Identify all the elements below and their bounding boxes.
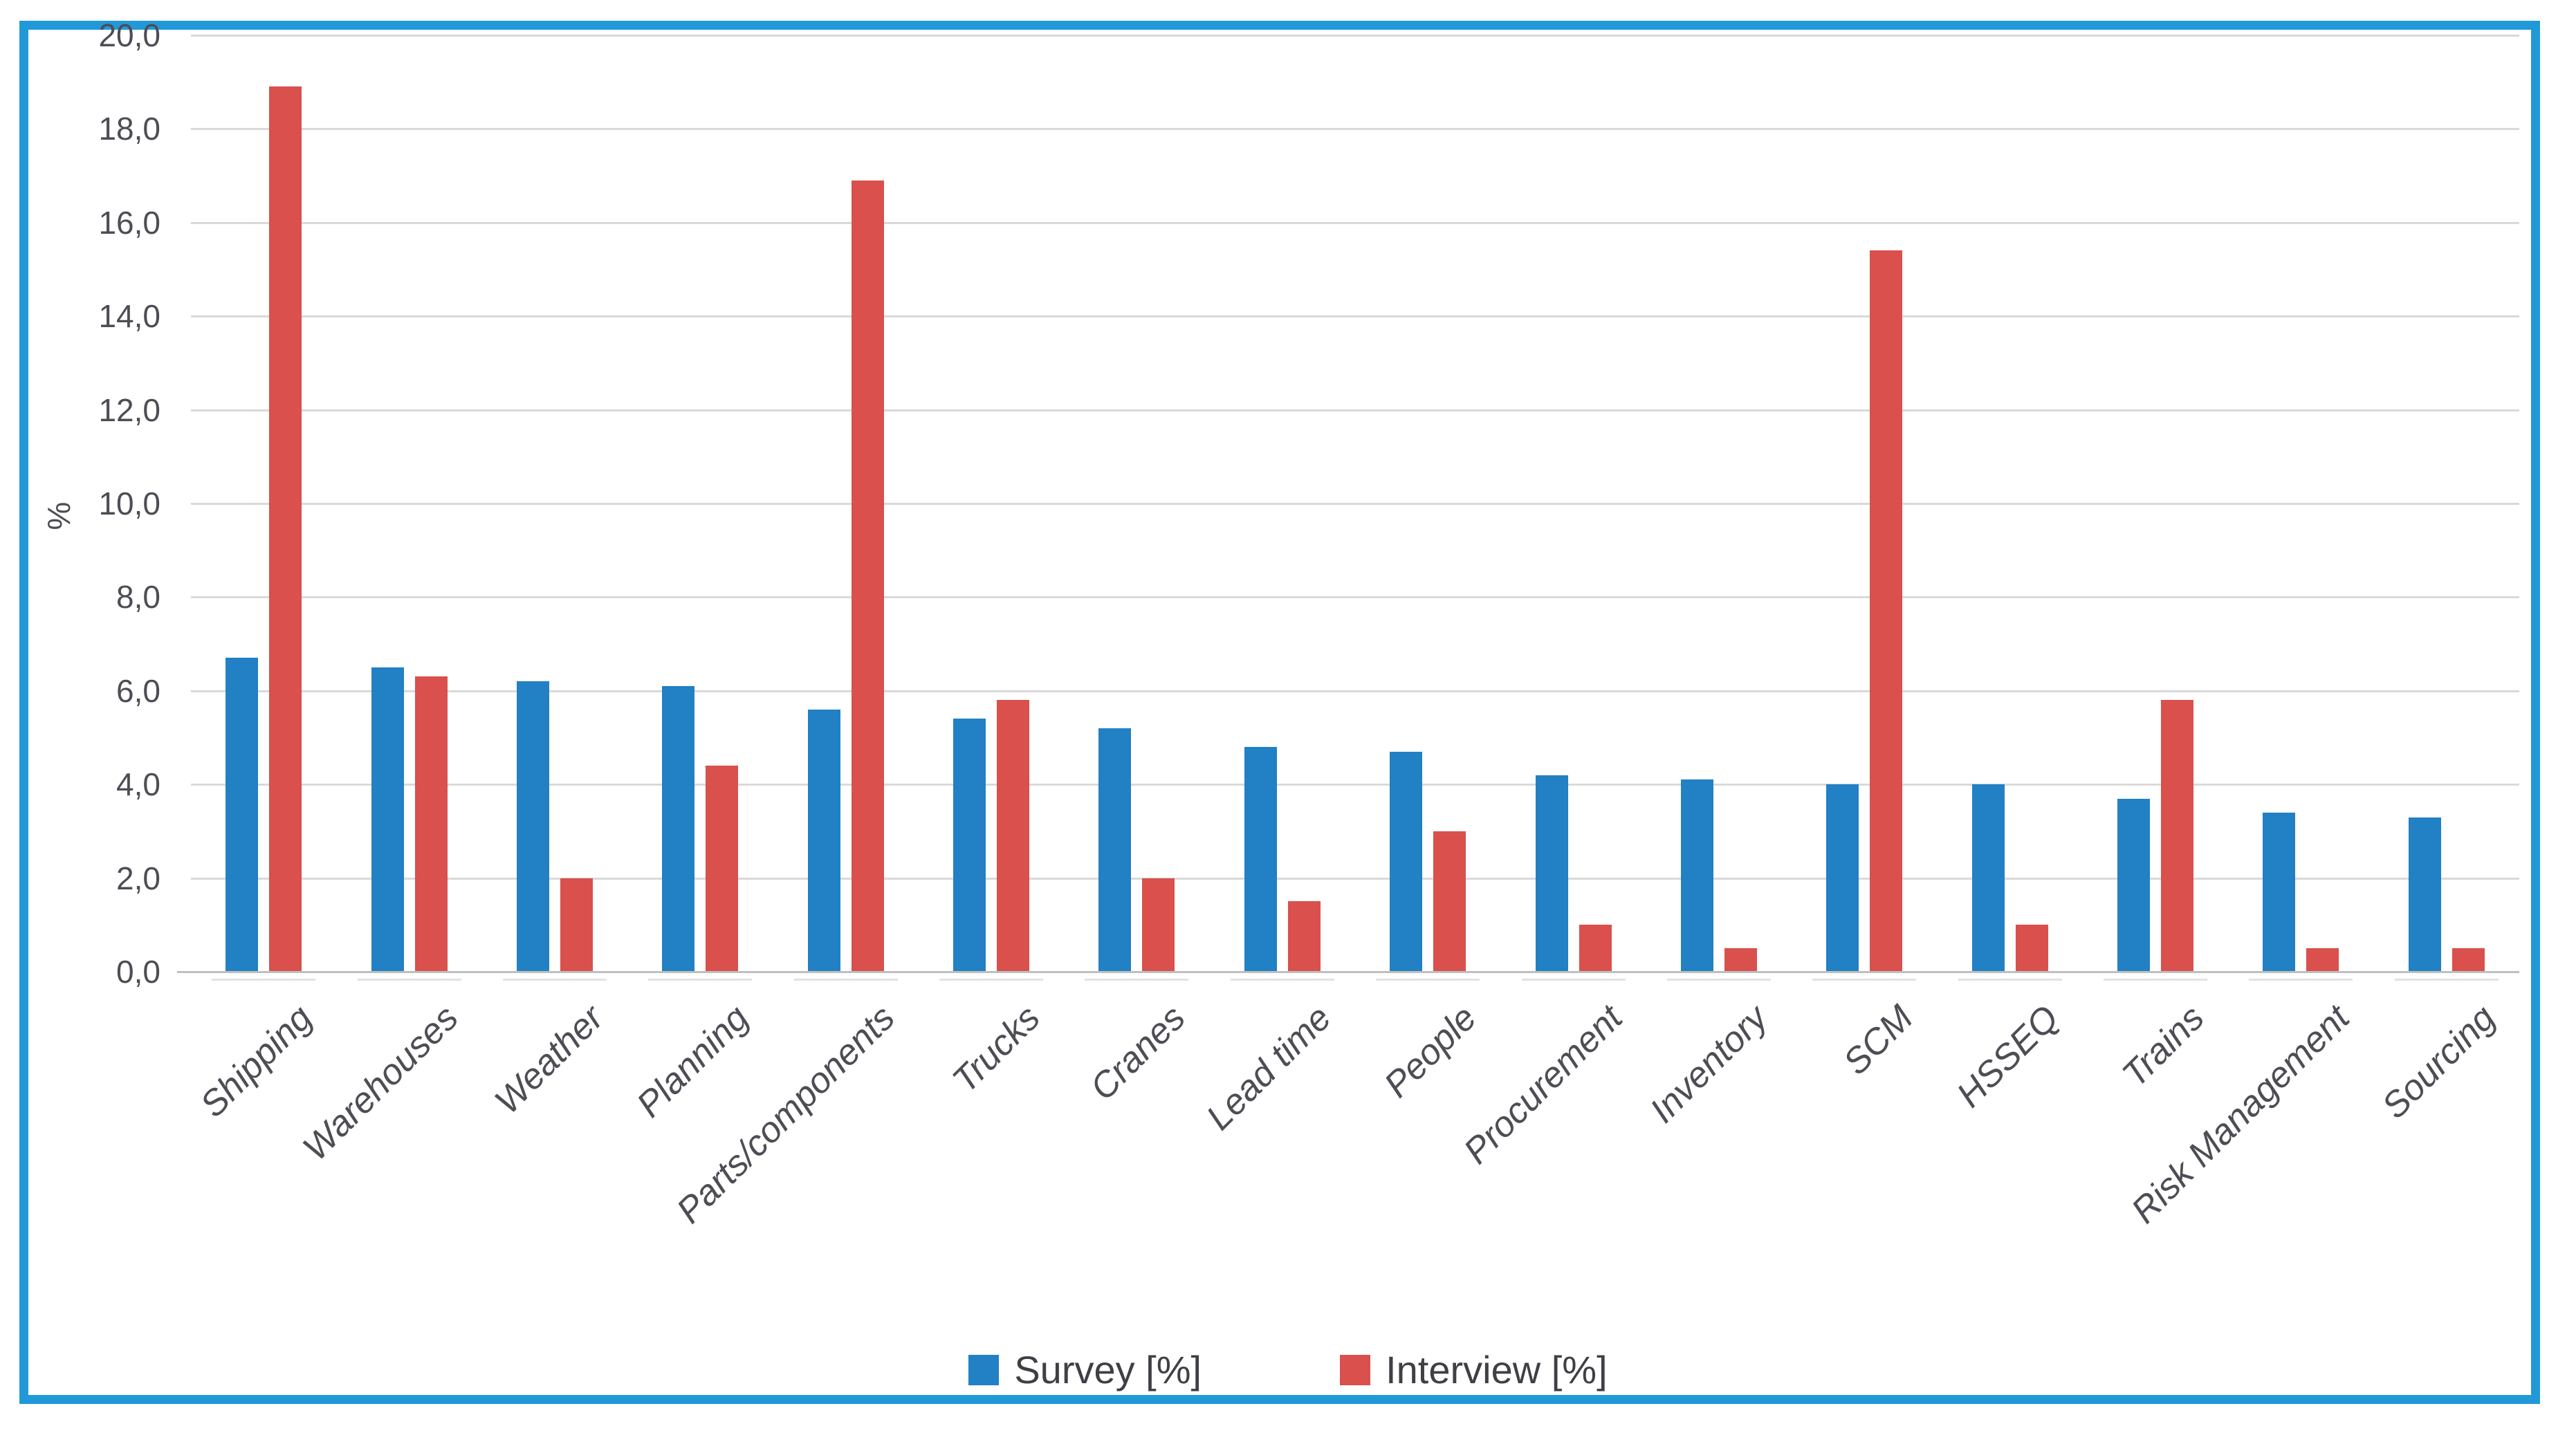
y-tick-label-0,0: 0,0 <box>116 954 160 990</box>
axis-dash-weather <box>502 979 607 981</box>
bar-survey--trucks <box>953 719 986 972</box>
y-tick-label-6,0: 6,0 <box>116 672 160 709</box>
gridline-6,0 <box>191 690 2519 692</box>
axis-dash-trains <box>2104 979 2208 981</box>
bar-survey--planning <box>662 686 695 972</box>
axis-dash-warehouses <box>357 979 461 981</box>
bar-interview--procurement <box>1579 925 1612 972</box>
bar-interview--risk-management <box>2306 948 2339 972</box>
bar-interview--cranes <box>1142 878 1175 972</box>
axis-dash-sourcing <box>2394 979 2499 981</box>
bar-interview--shipping <box>269 86 302 972</box>
bar-survey--cranes <box>1098 728 1132 972</box>
legend: Survey [%] Interview [%] <box>0 1347 2576 1392</box>
bar-survey--sourcing <box>2408 817 2441 972</box>
bar-survey--parts-components <box>807 709 840 972</box>
axis-dash-planning <box>648 979 753 981</box>
axis-dash-trucks <box>939 979 1044 981</box>
gridline-2,0 <box>191 877 2519 880</box>
gridline-16,0 <box>191 221 2519 224</box>
y-tick-label-8,0: 8,0 <box>116 579 160 616</box>
axis-dash-cranes <box>1085 979 1189 981</box>
axis-dash-parts-components <box>793 979 898 981</box>
legend-swatch-icon <box>968 1354 1000 1385</box>
axis-dash-scm <box>1812 979 1917 981</box>
y-tick-label-14,0: 14,0 <box>98 298 160 335</box>
axis-dash-shipping <box>212 979 316 981</box>
bar-interview--planning <box>706 766 739 972</box>
x-axis-line <box>177 971 2519 973</box>
bar-interview--people <box>1433 831 1466 972</box>
bar-survey--procurement <box>1535 775 1568 972</box>
axis-dash-procurement <box>1521 979 1626 981</box>
y-tick-label-4,0: 4,0 <box>116 766 160 803</box>
gridline-18,0 <box>191 128 2519 131</box>
bar-survey--people <box>1390 751 1423 972</box>
axis-dash-people <box>1376 979 1480 981</box>
axis-dash-hsseq <box>1958 979 2062 981</box>
bar-interview--sourcing <box>2451 948 2485 972</box>
bar-survey--scm <box>1826 784 1859 972</box>
bar-survey--lead-time <box>1244 747 1277 972</box>
y-tick-label-20,0: 20,0 <box>98 17 160 53</box>
gridline-8,0 <box>191 596 2519 599</box>
y-tick-label-12,0: 12,0 <box>98 391 160 428</box>
y-tick-label-10,0: 10,0 <box>98 486 160 521</box>
gridline-12,0 <box>191 409 2519 412</box>
axis-dash-inventory <box>1666 979 1771 981</box>
y-tick-label-16,0: 16,0 <box>98 204 160 241</box>
y-tick-label-2,0: 2,0 <box>116 860 160 896</box>
bar-interview--scm <box>1870 250 1903 972</box>
legend-label: Survey [%] <box>1014 1348 1202 1392</box>
bar-survey--hsseq <box>1971 784 2005 972</box>
bar-survey--inventory <box>1680 779 1713 972</box>
legend-item-interview-: Interview [%] <box>1340 1347 1608 1392</box>
bar-interview--lead-time <box>1287 901 1321 972</box>
gridline-10,0 <box>191 503 2519 505</box>
bar-interview--parts-components <box>851 180 884 972</box>
bar-interview--trucks <box>997 700 1030 972</box>
bar-survey--risk-management <box>2263 812 2296 972</box>
legend-item-survey-: Survey [%] <box>968 1347 1202 1392</box>
bar-interview--hsseq <box>2015 925 2048 972</box>
bar-interview--trains <box>2161 700 2194 972</box>
gridline-14,0 <box>191 315 2519 318</box>
y-tick-label-18,0: 18,0 <box>98 111 160 147</box>
gridline-4,0 <box>191 784 2519 786</box>
bar-interview--weather <box>560 878 593 972</box>
bar-interview--warehouses <box>414 676 448 972</box>
bar-interview--inventory <box>1724 948 1757 972</box>
gridline-20,0 <box>191 35 2519 37</box>
legend-swatch-icon <box>1340 1354 1371 1385</box>
axis-dash-risk-management <box>2249 979 2353 981</box>
axis-dash-lead-time <box>1230 979 1334 981</box>
legend-label: Interview [%] <box>1386 1348 1608 1392</box>
bar-survey--shipping <box>226 658 259 972</box>
bar-survey--warehouses <box>371 667 404 972</box>
bar-survey--trains <box>2117 798 2151 972</box>
bar-survey--weather <box>516 681 549 972</box>
